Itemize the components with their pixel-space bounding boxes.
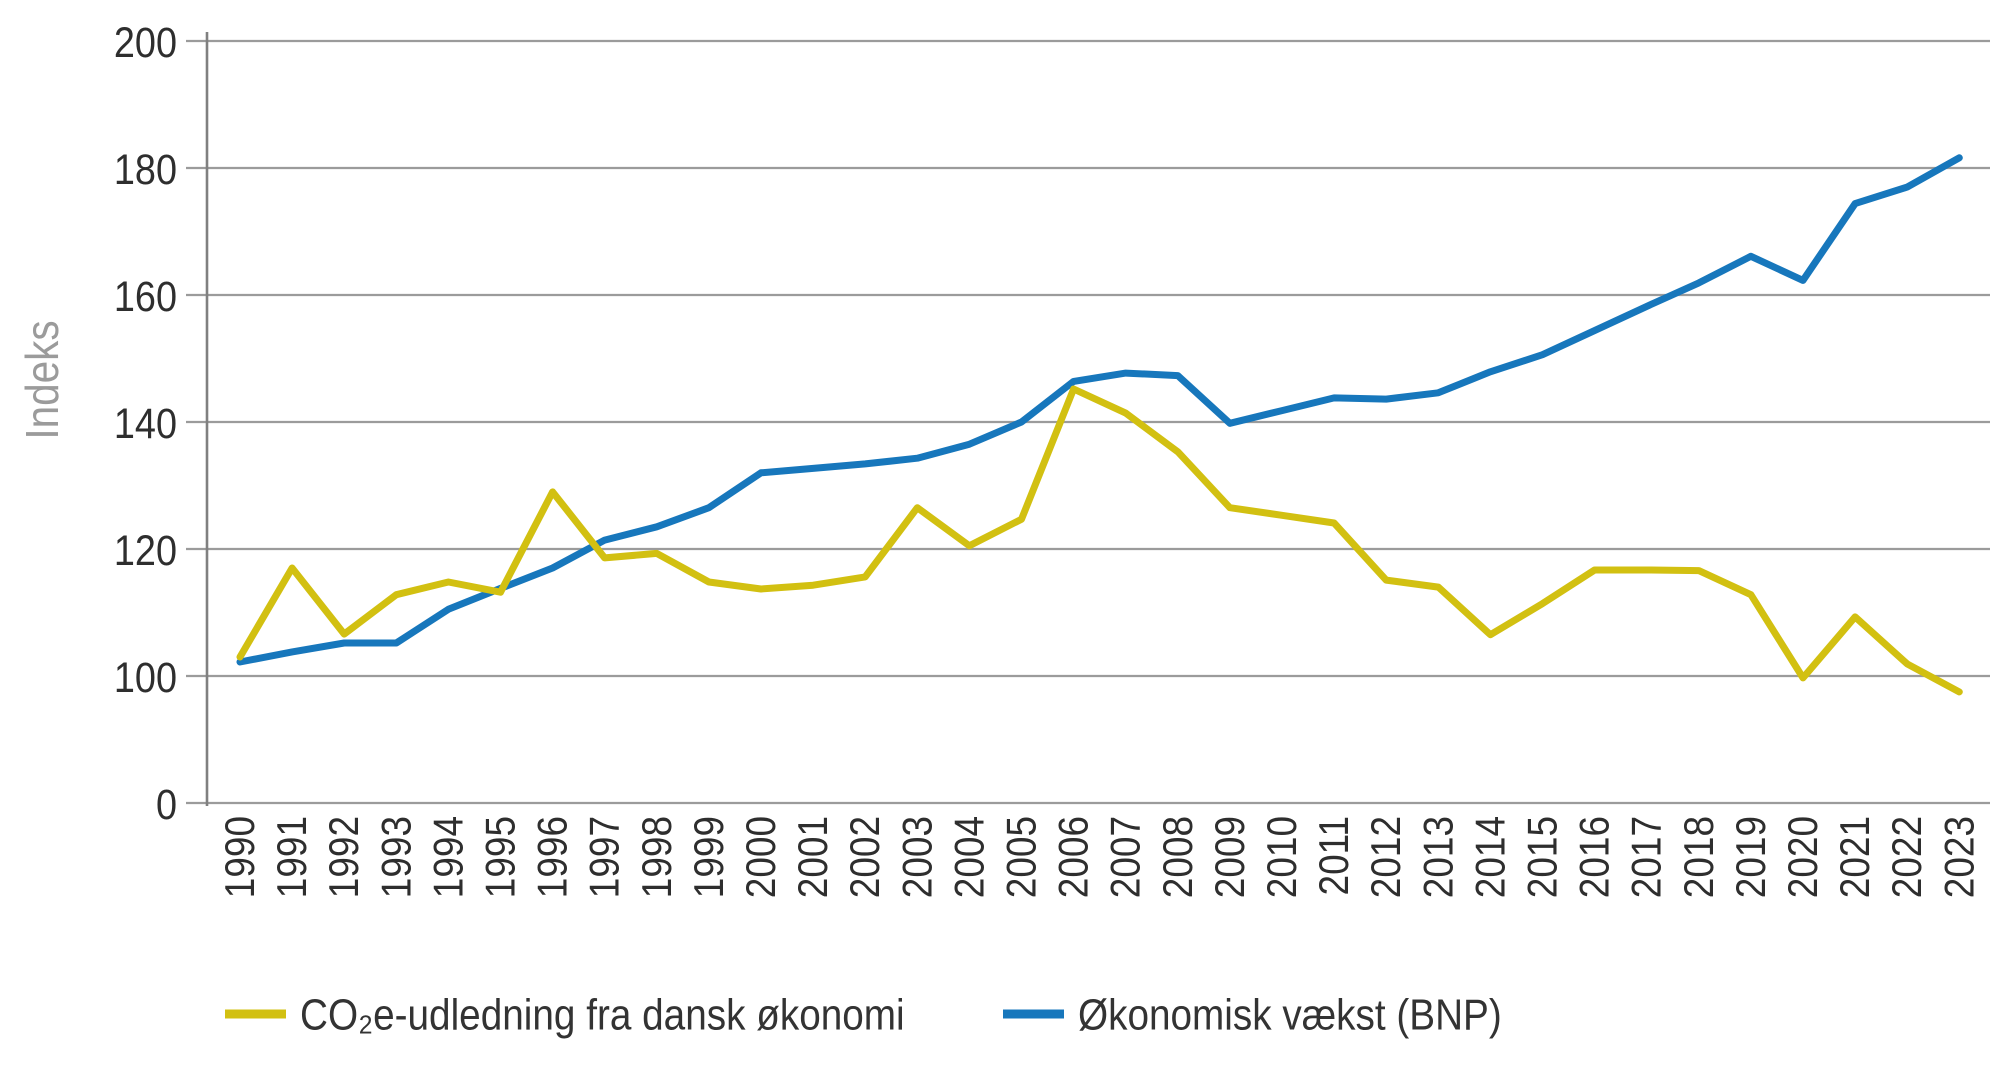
x-tick-label: 2017	[1624, 816, 1671, 898]
x-tick-label: 2011	[1311, 816, 1358, 895]
x-tick-label: 1994	[425, 816, 472, 898]
x-tick-label: 2001	[790, 816, 837, 898]
x-tick-label: 1990	[217, 816, 264, 898]
x-tick-label: 2008	[1155, 816, 1202, 898]
x-tick-label: 1992	[321, 816, 368, 898]
x-tick-label: 2006	[1050, 816, 1097, 898]
y-tick-label: 180	[114, 145, 177, 194]
gridlines	[186, 39, 1990, 805]
x-tick-label: 2023	[1936, 816, 1983, 898]
x-tick-label: 1999	[686, 816, 733, 898]
x-tick-label: 1991	[269, 816, 316, 898]
x-tick-label: 2012	[1363, 816, 1410, 898]
x-tick-label: 2015	[1519, 816, 1566, 898]
legend: CO₂e-udledning fra dansk økonomi Økonomi…	[225, 989, 1502, 1039]
x-tick-label: 2014	[1467, 816, 1514, 898]
y-tick-label: 200	[114, 18, 177, 67]
x-tick-label: 2007	[1103, 816, 1150, 898]
y-tick-label: 140	[114, 399, 177, 448]
x-tick-label: 2009	[1207, 816, 1254, 898]
x-tick-label: 2019	[1728, 816, 1775, 898]
legend-item-co2e: CO₂e-udledning fra dansk økonomi	[225, 989, 905, 1039]
x-tick-label: 2013	[1415, 816, 1462, 898]
x-tick-label: 2003	[894, 816, 941, 898]
x-tick-label: 1997	[582, 816, 629, 898]
co2e-line	[236, 385, 1963, 696]
x-tick-label: 2021	[1832, 816, 1879, 898]
bnp-line	[236, 154, 1963, 666]
x-tick-label: 2005	[998, 816, 1045, 898]
x-tick-label: 2002	[842, 816, 889, 898]
x-tick-label: 2010	[1259, 816, 1306, 898]
y-tick-label: 160	[114, 272, 177, 321]
x-tick-label: 1996	[529, 816, 576, 898]
x-tick-labels: 1990 1991 1992 1993 1994 1995 1996 1997 1998 1999…	[217, 816, 1983, 898]
legend-item-bnp: Økonomisk vækst (BNP)	[1003, 989, 1502, 1039]
legend-label-co2e: CO₂e-udledning fra dansk økonomi	[300, 989, 905, 1039]
x-tick-label: 2020	[1780, 816, 1827, 898]
x-tick-label: 1993	[373, 816, 420, 898]
y-tick-labels: 200 180 160 140 120 100 0	[114, 18, 177, 829]
series-lines	[236, 154, 1963, 696]
y-tick-label: 0	[156, 780, 177, 829]
y-tick-label: 100	[114, 653, 177, 702]
y-tick-label: 120	[114, 526, 177, 575]
x-tick-label: 2022	[1884, 816, 1931, 898]
x-tick-label: 2004	[946, 816, 993, 898]
x-tick-label: 1998	[634, 816, 681, 898]
x-tick-label: 2016	[1571, 816, 1618, 898]
x-tick-label: 1995	[477, 816, 524, 898]
x-tick-label: 2000	[738, 816, 785, 898]
y-axis-title: Indeks	[18, 320, 69, 439]
legend-label-bnp: Økonomisk vækst (BNP)	[1078, 989, 1502, 1039]
x-tick-label: 2018	[1676, 816, 1723, 898]
